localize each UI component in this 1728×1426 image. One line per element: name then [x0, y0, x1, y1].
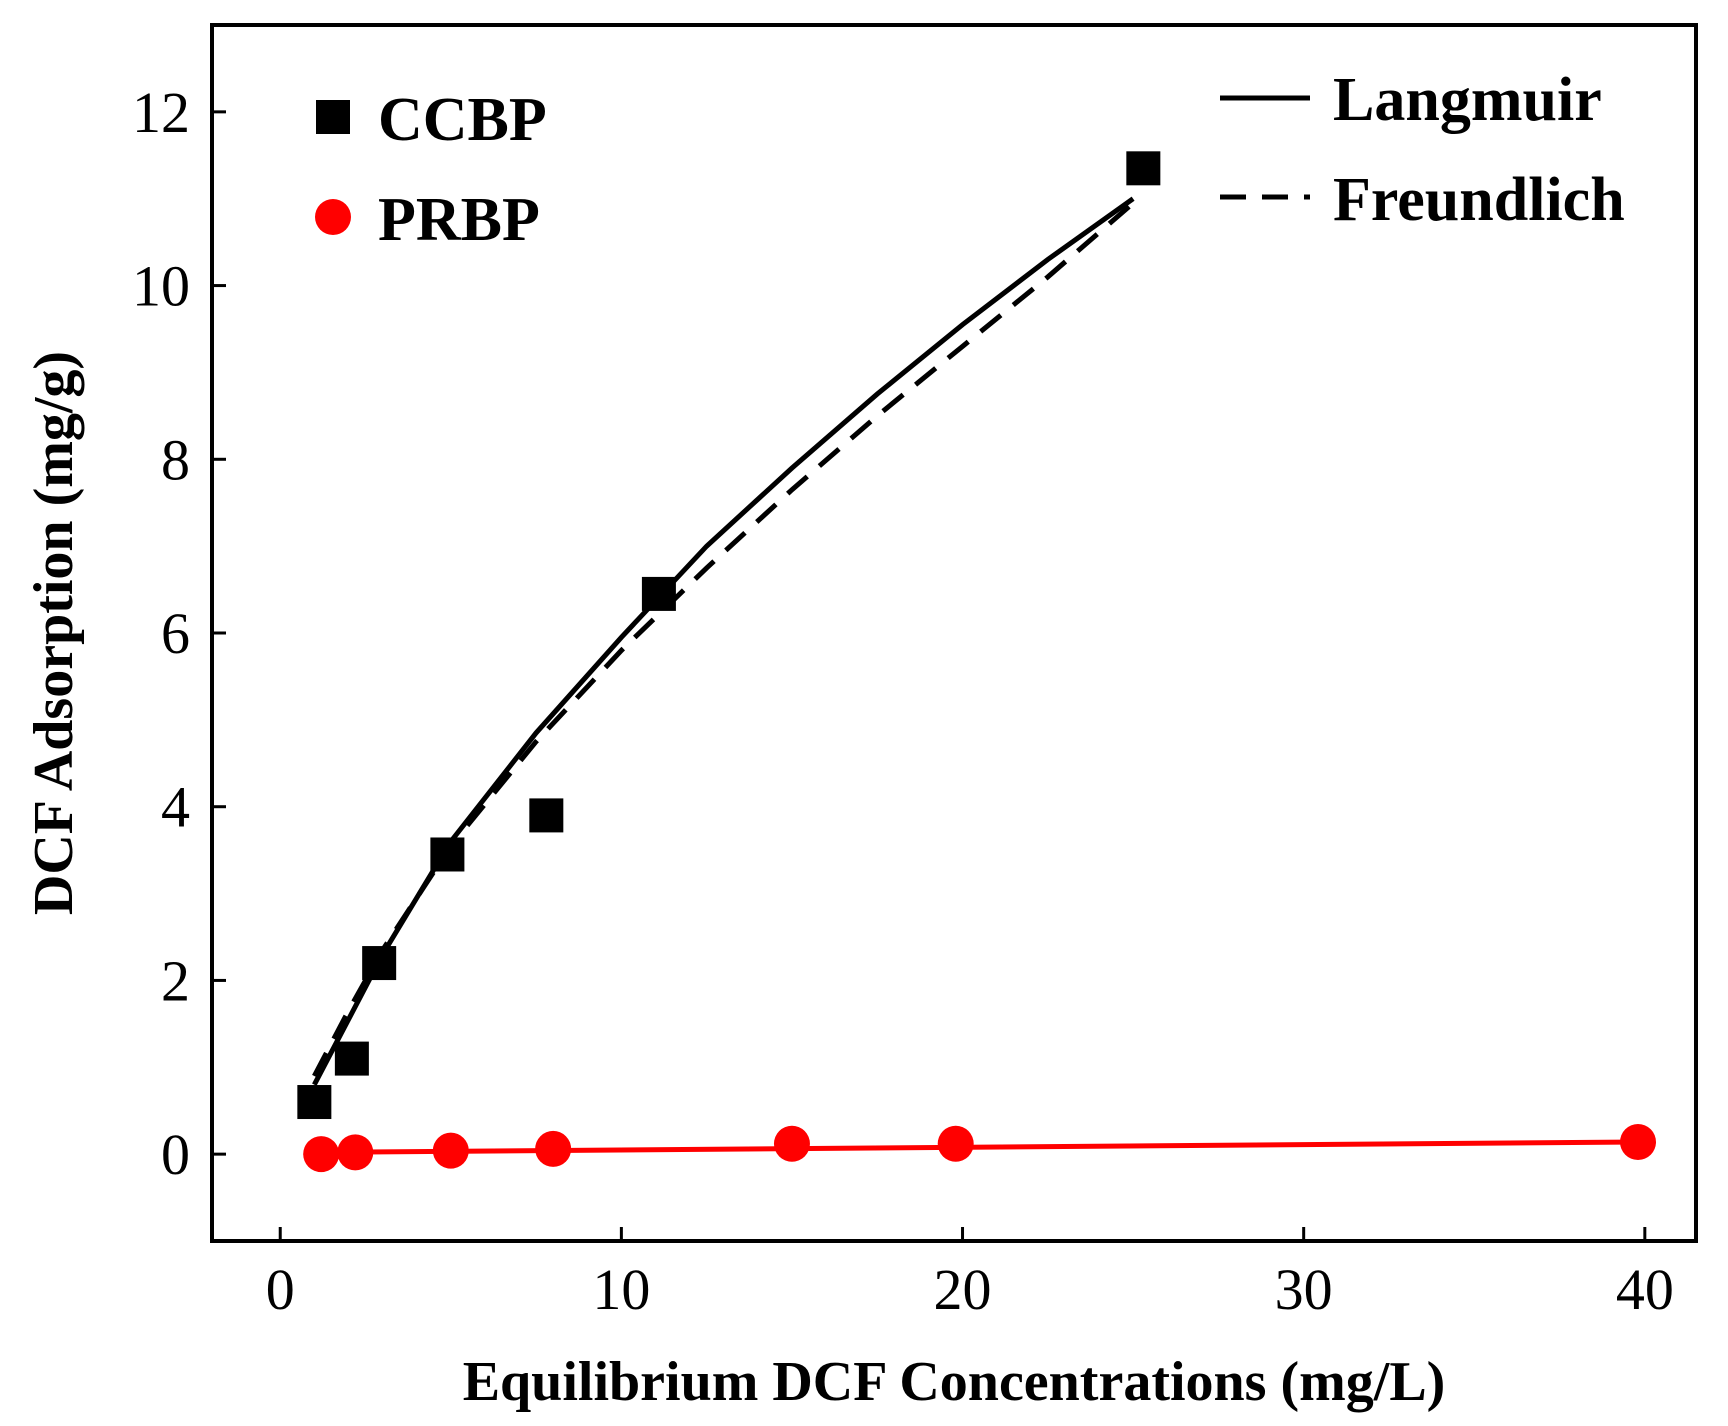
x-tick-label-10: 10 — [592, 1257, 650, 1322]
legend-swatch-ccbp — [316, 100, 350, 134]
y-tick-label-2: 2 — [161, 948, 190, 1013]
series-legend: CCBP PRBP — [315, 86, 547, 254]
y-tick-label-0: 0 — [161, 1122, 190, 1187]
point-ccbp-4 — [430, 837, 465, 872]
axes: 0 10 20 30 40 0 2 4 6 8 10 12 — [132, 80, 1674, 1322]
legend-label-ccbp: CCBP — [378, 86, 547, 154]
x-tick-label-30: 30 — [1275, 1257, 1333, 1322]
y-tick-label-12: 12 — [132, 80, 190, 145]
fit-legend: Langmuir Freundlich — [1220, 66, 1625, 234]
plot-area — [297, 151, 1657, 1173]
point-ccbp-6 — [641, 576, 676, 611]
legend-label-prbp: PRBP — [378, 186, 540, 254]
y-axis-title: DCF Adsorption (mg/g) — [23, 351, 85, 915]
x-axis-title: Equilibrium DCF Concentrations (mg/L) — [463, 1351, 1446, 1413]
y-tick-label-6: 6 — [161, 601, 190, 666]
point-ccbp-2 — [334, 1041, 369, 1076]
point-prbp-3 — [432, 1132, 469, 1169]
point-prbp-2 — [337, 1134, 374, 1171]
point-prbp-1 — [303, 1136, 340, 1173]
point-ccbp-3 — [362, 946, 397, 981]
fit-line-freundlich — [312, 201, 1135, 1078]
y-tick-label-10: 10 — [132, 254, 190, 319]
point-prbp-6 — [937, 1125, 974, 1162]
point-prbp-4 — [535, 1130, 572, 1167]
x-tick-label-20: 20 — [934, 1257, 992, 1322]
point-prbp-7 — [1620, 1123, 1657, 1160]
x-tick-label-40: 40 — [1616, 1257, 1674, 1322]
point-ccbp-5 — [529, 798, 564, 833]
point-prbp-5 — [773, 1125, 810, 1162]
fit-line-prbp-fit — [321, 1139, 1639, 1155]
x-tick-label-0: 0 — [266, 1257, 295, 1322]
point-ccbp-7 — [1126, 151, 1161, 186]
legend-label-freundlich: Freundlich — [1333, 166, 1625, 234]
y-tick-label-4: 4 — [161, 775, 190, 840]
legend-swatch-prbp — [315, 199, 351, 235]
legend-label-langmuir: Langmuir — [1333, 66, 1602, 134]
fit-line-langmuir — [312, 196, 1135, 1086]
point-ccbp-1 — [297, 1085, 332, 1120]
y-tick-label-8: 8 — [161, 427, 190, 492]
